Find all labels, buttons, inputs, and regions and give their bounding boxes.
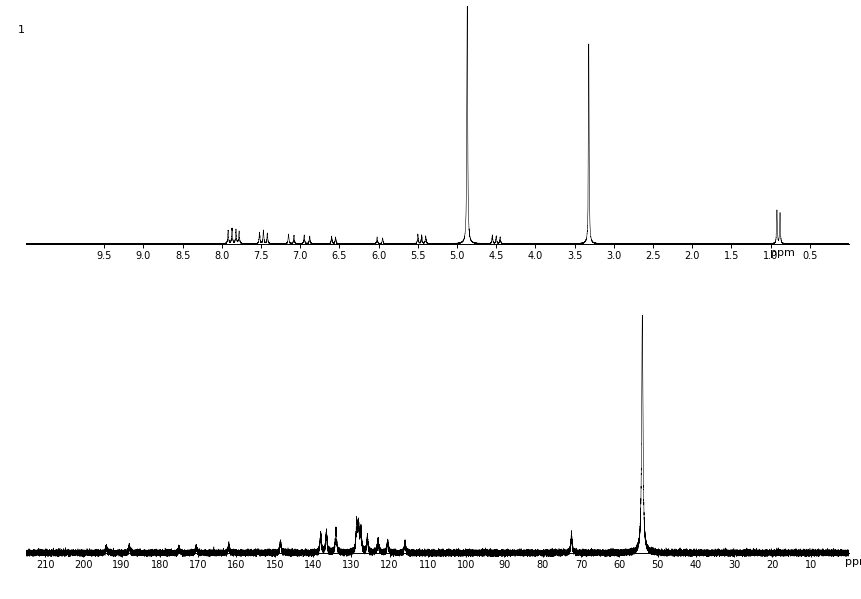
Text: 1: 1 [17, 25, 25, 35]
Text: ppm: ppm [845, 557, 861, 567]
Text: ppm: ppm [770, 248, 794, 258]
